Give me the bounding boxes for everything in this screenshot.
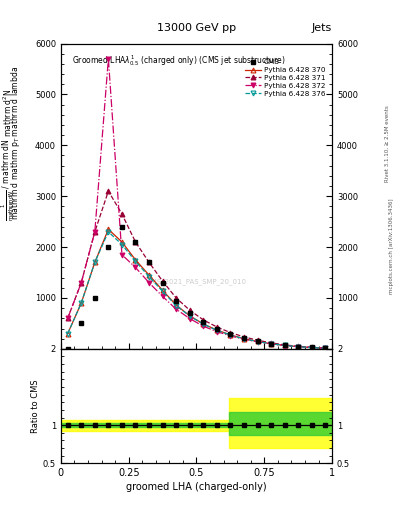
Text: Rivet 3.1.10, ≥ 2.5M events: Rivet 3.1.10, ≥ 2.5M events <box>385 105 389 182</box>
Bar <box>61 423 229 428</box>
Legend: CMS, Pythia 6.428 370, Pythia 6.428 371, Pythia 6.428 372, Pythia 6.428 376: CMS, Pythia 6.428 370, Pythia 6.428 371,… <box>242 56 329 99</box>
Text: mathrm $\mathrm{d}^{2}$N: mathrm $\mathrm{d}^{2}$N <box>2 89 14 137</box>
Text: 13000 GeV pp: 13000 GeV pp <box>157 23 236 33</box>
Text: Groomed LHA$\lambda^{1}_{0.5}$ (charged only) (CMS jet substructure): Groomed LHA$\lambda^{1}_{0.5}$ (charged … <box>72 53 286 68</box>
Bar <box>229 412 332 435</box>
Text: $\frac{1}{\mathrm{mathrm\,d}N}$ / mathrm $\mathrm{d}$N: $\frac{1}{\mathrm{mathrm\,d}N}$ / mathrm… <box>0 138 16 221</box>
Text: CMS_2021_PAS_SMP_20_010: CMS_2021_PAS_SMP_20_010 <box>147 279 246 285</box>
X-axis label: groomed LHA (charged-only): groomed LHA (charged-only) <box>126 482 267 493</box>
Y-axis label: Ratio to CMS: Ratio to CMS <box>31 379 40 433</box>
Text: mcplots.cern.ch [arXiv:1306.3436]: mcplots.cern.ch [arXiv:1306.3436] <box>389 198 393 293</box>
Bar <box>229 398 332 448</box>
Text: Jets: Jets <box>312 23 332 33</box>
Text: mathrm $\mathrm{d}$ mathrm $\mathrm{p}_{T}$ mathrm $\mathrm{d}$ lambda: mathrm $\mathrm{d}$ mathrm $\mathrm{p}_{… <box>9 67 22 220</box>
Bar <box>61 420 229 431</box>
